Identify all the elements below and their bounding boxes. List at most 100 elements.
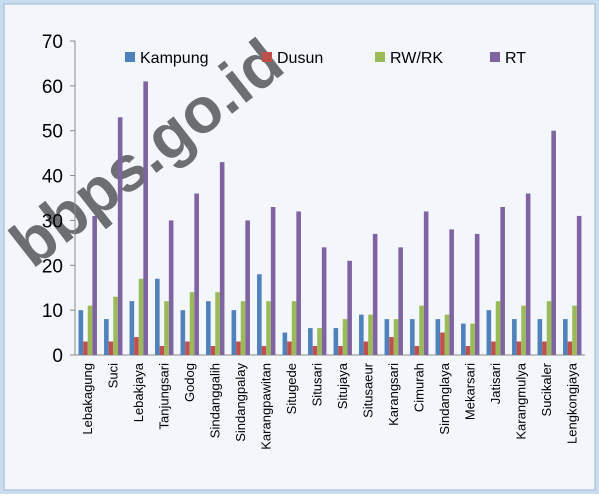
- bar: [138, 278, 144, 355]
- bar: [444, 314, 450, 355]
- x-tick-label: Lebakagung: [80, 363, 95, 435]
- bar: [134, 337, 139, 355]
- bar: [129, 301, 135, 355]
- bar: [486, 310, 492, 355]
- bar: [525, 193, 531, 355]
- bar: [449, 229, 454, 355]
- bar: [206, 301, 211, 355]
- bar: [537, 319, 543, 355]
- bar: [546, 301, 552, 355]
- x-tick-label: Situsari: [309, 363, 324, 406]
- bar: [465, 346, 471, 355]
- bar: [572, 305, 577, 355]
- bar: [261, 346, 267, 355]
- x-tick-label: Cimurah: [411, 363, 426, 412]
- legend-swatch: [375, 52, 385, 62]
- bar: [347, 260, 352, 355]
- bar: [551, 130, 556, 355]
- bar: [117, 117, 123, 355]
- bar: [435, 319, 441, 355]
- bar: [542, 341, 547, 355]
- bar: [185, 341, 190, 355]
- x-tick-label: Karangpawitan: [258, 363, 273, 450]
- bar: [317, 328, 322, 355]
- bar: [440, 332, 445, 355]
- bar: [576, 215, 582, 355]
- bar: [470, 323, 475, 355]
- y-tick-label: 30: [42, 211, 63, 232]
- x-tick-label: Godog: [182, 363, 197, 402]
- bar: [78, 310, 84, 355]
- bar: [189, 292, 195, 355]
- bar: [308, 328, 313, 355]
- bar: [384, 319, 390, 355]
- bar: [567, 341, 573, 355]
- bar: [240, 301, 246, 355]
- legend-swatch: [125, 52, 135, 62]
- legend-label: RW/RK: [390, 50, 443, 67]
- legend-label: Dusun: [277, 50, 323, 67]
- bar: [372, 233, 378, 355]
- y-tick-label: 60: [42, 77, 63, 98]
- bar: [83, 341, 88, 355]
- x-tick-label: Situsaeur: [360, 362, 375, 418]
- bar: [164, 301, 169, 355]
- legend-label: Kampung: [140, 50, 209, 67]
- x-tick-label: Sindanglaya: [437, 362, 452, 434]
- bar: [104, 319, 109, 355]
- legend-swatch: [262, 52, 272, 62]
- x-tick-label: Situgede: [284, 363, 299, 414]
- bar: [495, 301, 501, 355]
- bar: [423, 211, 429, 355]
- bar: [419, 305, 424, 355]
- bar: [282, 332, 288, 355]
- bar: [414, 346, 420, 355]
- bar: [342, 319, 348, 355]
- bar: [291, 301, 297, 355]
- bar: [461, 323, 466, 355]
- bar: [231, 310, 237, 355]
- x-tick-label: Situjaya: [335, 362, 350, 409]
- bar: [516, 341, 522, 355]
- bar: [257, 274, 262, 355]
- bar: [296, 211, 301, 355]
- bar: [333, 328, 339, 355]
- legend-label: RT: [505, 50, 526, 67]
- bar: [312, 346, 318, 355]
- bar: [410, 319, 415, 355]
- bar: [359, 314, 364, 355]
- x-tick-label: Suci: [105, 363, 120, 388]
- bar: [287, 341, 292, 355]
- bar: [194, 193, 199, 355]
- y-tick-label: 70: [42, 32, 63, 53]
- x-tick-label: Karangsari: [386, 363, 401, 426]
- bar: [155, 278, 160, 355]
- bar: [245, 220, 250, 355]
- bar: [266, 301, 271, 355]
- bar: [563, 319, 568, 355]
- bar: [512, 319, 517, 355]
- x-tick-label: Mekarsari: [462, 363, 477, 420]
- x-tick-label: Sindanggalih: [207, 363, 222, 438]
- bar: [398, 247, 403, 355]
- y-tick-label: 40: [42, 167, 63, 188]
- bar: [389, 337, 394, 355]
- bar: [219, 162, 225, 355]
- y-tick-label: 20: [42, 256, 63, 277]
- bar: [321, 247, 327, 355]
- x-tick-label: Sucikaler: [539, 362, 554, 416]
- bar: [393, 319, 399, 355]
- bar: [143, 81, 148, 355]
- x-tick-label: Karangmulya: [513, 362, 528, 439]
- bar: [521, 305, 526, 355]
- x-tick-label: Lengkongjaya: [564, 362, 579, 444]
- y-tick-label: 50: [42, 122, 63, 143]
- bar: [113, 296, 118, 355]
- x-tick-label: Lebakjaya: [131, 362, 146, 422]
- bar: [500, 206, 505, 355]
- bar: [92, 215, 97, 355]
- bar: [338, 346, 343, 355]
- bar: [210, 346, 216, 355]
- bar: [108, 341, 114, 355]
